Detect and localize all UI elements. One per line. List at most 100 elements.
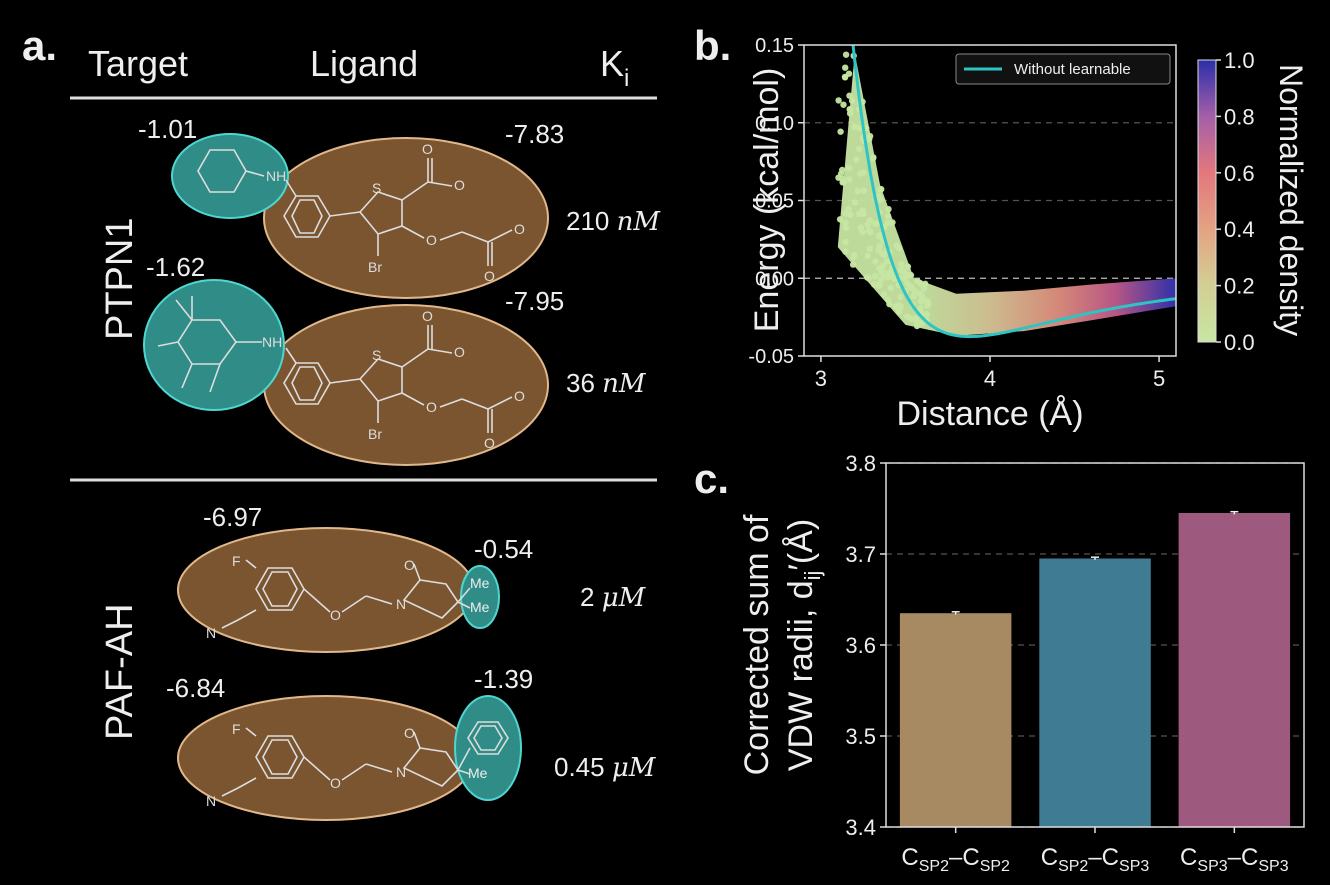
structure-lines bbox=[221, 559, 471, 629]
atom-o-carbonyl: O bbox=[404, 725, 415, 741]
atom-o-carboxyl: O bbox=[484, 268, 495, 284]
scatter-point bbox=[842, 219, 849, 227]
scatter-point bbox=[848, 97, 856, 104]
scatter-point bbox=[837, 170, 845, 177]
scatter-point bbox=[857, 170, 864, 177]
bar bbox=[899, 613, 1012, 827]
atom-br: Br bbox=[368, 259, 382, 275]
b-xtick-label: 4 bbox=[984, 366, 996, 391]
scatter-point bbox=[923, 311, 930, 318]
atom-n-nitrile: N bbox=[206, 793, 216, 809]
scatter-point bbox=[889, 219, 896, 226]
target-value: -0.54 bbox=[474, 534, 533, 564]
scatter-point bbox=[857, 224, 865, 231]
atom-o-ether: O bbox=[330, 775, 341, 791]
atom-o-minus-1: O bbox=[454, 344, 465, 360]
scatter-point bbox=[872, 258, 879, 265]
colorbar: 0.0 0.2 0.4 0.6 0.8 1.0 Normalized density bbox=[1197, 48, 1309, 355]
panel-a: a. Target Ligand Ki PTPN1 PAF-AH bbox=[22, 22, 661, 821]
c-ytick-label: 3.6 bbox=[845, 633, 876, 658]
atom-o-carbonyl: O bbox=[404, 557, 415, 573]
scatter-point bbox=[913, 322, 921, 330]
scatter-point bbox=[893, 242, 901, 249]
ki-unit: μM bbox=[612, 753, 657, 783]
scatter-point bbox=[875, 281, 883, 288]
b-xtick-label: 3 bbox=[815, 366, 827, 391]
group-label-ptpn1: PTPN1 bbox=[99, 218, 141, 340]
scatter-point bbox=[839, 179, 846, 186]
b-ytick-label: 0.10 bbox=[755, 113, 794, 135]
scatter-point bbox=[880, 291, 887, 298]
ki-value: 2 μM bbox=[580, 582, 647, 613]
panel-a-label: a. bbox=[22, 22, 57, 69]
scatter-point bbox=[856, 145, 863, 153]
b-yticks: -0.05 0.00 0.05 0.10 0.15 bbox=[748, 35, 804, 368]
atom-labels: F N O N O Me Me bbox=[206, 553, 490, 641]
scatter-point bbox=[885, 206, 892, 213]
ki-value: 36 nM bbox=[566, 368, 647, 399]
atom-labels: F N O N O Me bbox=[206, 721, 488, 809]
b-ytick-label: 0.00 bbox=[755, 268, 794, 290]
colorbar-tick-label: 1.0 bbox=[1224, 48, 1255, 73]
ki-number: 210 bbox=[566, 206, 609, 236]
scatter-point bbox=[842, 248, 849, 255]
atom-o-minus-1: O bbox=[454, 177, 465, 193]
panel-b: b. 3 4 5 -0.05 0.00 0.05 0.10 0.15 Distance (Å… bbox=[694, 22, 1309, 433]
c-bars bbox=[899, 510, 1291, 827]
target-ellipse bbox=[454, 695, 522, 801]
c-ytick-label: 3.5 bbox=[845, 724, 876, 749]
cat-a: C bbox=[901, 844, 918, 871]
atom-o-ether: O bbox=[426, 399, 437, 415]
scatter-point bbox=[860, 187, 867, 194]
legend-box bbox=[955, 53, 1171, 85]
scatter-point bbox=[842, 238, 849, 246]
scatter-point bbox=[916, 290, 924, 297]
scatter-point bbox=[884, 212, 892, 220]
molecule-ptpn1-2: NH S Br O O O O O -1.62 -7.95 36 nM bbox=[143, 252, 647, 466]
target-value: -1.62 bbox=[146, 252, 205, 282]
ligand-ellipse bbox=[177, 695, 475, 821]
scatter-point bbox=[845, 164, 853, 172]
atom-br: Br bbox=[368, 426, 382, 442]
atom-o-minus-2: O bbox=[514, 221, 525, 237]
atom-labels: NH S Br O O O O O bbox=[266, 141, 525, 284]
scatter-point bbox=[872, 220, 879, 227]
b-ytick-label: 0.15 bbox=[755, 35, 794, 57]
panel-b-label: b. bbox=[694, 22, 731, 69]
colorbar-tick-label: 0.8 bbox=[1224, 104, 1255, 129]
group-label-paf-ah: PAF-AH bbox=[99, 603, 141, 740]
scatter-point bbox=[860, 210, 867, 217]
cat-b: C bbox=[1102, 844, 1119, 871]
ki-unit: nM bbox=[602, 369, 647, 399]
scatter-point bbox=[887, 284, 894, 292]
b-ytick-label: 0.05 bbox=[755, 191, 794, 213]
scatter-point bbox=[842, 64, 849, 71]
c-ylabel-prime: ′ bbox=[782, 564, 820, 570]
c-ytick-label: 3.7 bbox=[845, 542, 876, 567]
atom-n-amide: N bbox=[396, 596, 406, 612]
ligand-ellipse bbox=[263, 304, 549, 466]
cat-a-sub: SP2 bbox=[1058, 858, 1088, 875]
header-ki: Ki bbox=[600, 43, 629, 92]
c-yticks: 3.4 3.5 3.6 3.7 3.8 bbox=[845, 451, 886, 840]
scatter-point bbox=[884, 273, 891, 281]
scatter-point bbox=[910, 293, 917, 300]
atom-f: F bbox=[232, 721, 241, 737]
b-xticks: 3 4 5 bbox=[815, 356, 1165, 391]
plot-b-area bbox=[804, 45, 1176, 356]
b-gridlines bbox=[804, 45, 1176, 356]
atom-o-carbonyl: O bbox=[422, 308, 433, 324]
target-value: -1.01 bbox=[138, 114, 197, 144]
atom-o-minus-2: O bbox=[514, 388, 525, 404]
atom-n-nitrile: N bbox=[206, 625, 216, 641]
scatter-point bbox=[897, 293, 904, 301]
ki-number: 0.45 bbox=[554, 752, 605, 782]
scatter-point bbox=[842, 210, 849, 217]
legend-label: Without learnable bbox=[1014, 61, 1131, 78]
colorbar-tick-label: 0.2 bbox=[1224, 274, 1255, 299]
ki-unit: μM bbox=[602, 583, 647, 613]
scatter-point bbox=[924, 298, 931, 305]
ligand-value: -7.83 bbox=[505, 119, 564, 149]
cat-a: C bbox=[1180, 844, 1197, 871]
b-xlabel: Distance (Å) bbox=[896, 395, 1083, 433]
